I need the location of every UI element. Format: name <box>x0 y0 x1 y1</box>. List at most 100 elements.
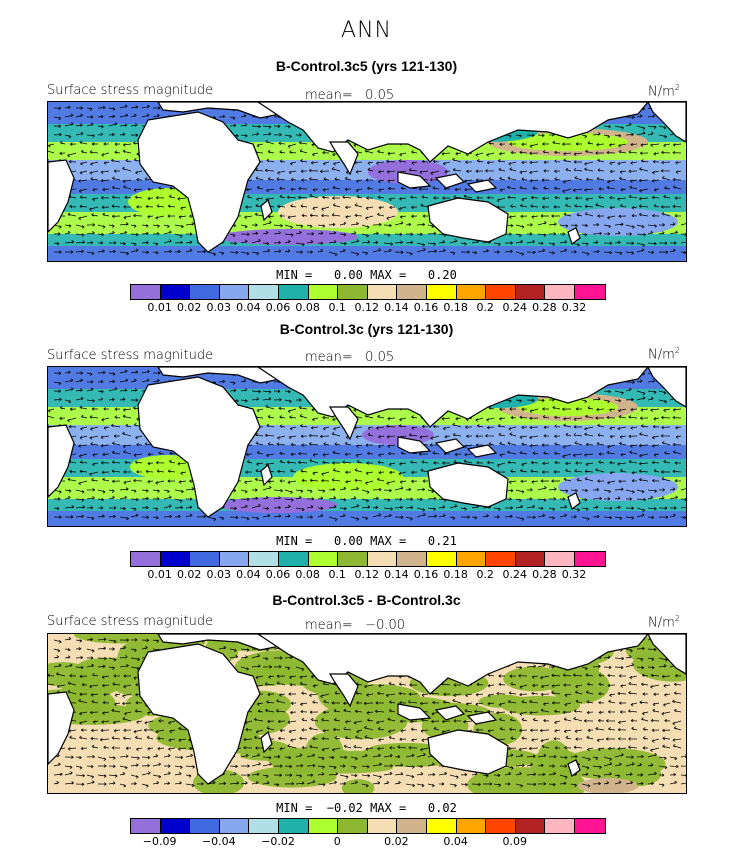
colorbar-swatch <box>219 552 250 566</box>
asia-landmass <box>256 102 649 163</box>
asia-landmass <box>256 634 649 695</box>
colorbar-swatch <box>338 285 368 299</box>
colorbar-tick-label: 0.03 <box>206 301 232 314</box>
colorbar-swatch <box>397 285 427 299</box>
new-zealand-landmass <box>567 227 581 245</box>
north-america-landmass <box>647 367 686 408</box>
panel-2-map <box>47 366 687 527</box>
units-exponent: 2 <box>674 346 680 355</box>
figure-title: ANN <box>341 18 392 43</box>
colorbar-tick-label: 0.2 <box>476 568 494 581</box>
south-america-landmass <box>48 159 75 233</box>
min-value: −0.02 <box>326 801 363 815</box>
panel-2-units: N/m2 <box>648 346 680 362</box>
colorbar-swatch <box>426 819 457 833</box>
panel-1-mean-label: mean= 0.05 <box>305 88 394 103</box>
max-label: MAX = <box>370 268 407 282</box>
max-value: 0.02 <box>427 801 457 815</box>
panel-3-colorbar-ticks: −0.09 −0.04 −0.02 0 0.02 0.04 0.09 <box>130 835 604 849</box>
panel-2-colorbar-ticks: 0.01 0.02 0.03 0.04 0.06 0.08 0.1 0.12 0.14 0.16 0… <box>130 568 604 582</box>
colorbar-swatch <box>190 552 220 566</box>
units-base: N/m <box>648 615 675 631</box>
colorbar-swatch <box>338 552 368 566</box>
south-america-landmass <box>48 424 75 498</box>
colorbar-tick-label: 0.01 <box>147 301 172 314</box>
india-landmass <box>328 406 359 441</box>
units-base: N/m <box>648 347 675 363</box>
colorbar-tick-label: 0.02 <box>384 835 409 848</box>
madagascar-landmass <box>260 730 273 754</box>
min-value: 0.00 <box>333 268 363 282</box>
colorbar-swatch <box>545 819 575 833</box>
colorbar-swatch <box>545 552 575 566</box>
panel-3-map <box>47 633 687 794</box>
indonesia-landmass <box>397 436 498 458</box>
colorbar-tick-label: 0.16 <box>413 301 439 314</box>
panel-3-variable-label: Surface stress magnitude <box>47 614 214 629</box>
colorbar-swatch <box>308 552 339 566</box>
panel-2-map-svg <box>48 367 686 526</box>
colorbar-swatch <box>190 819 220 833</box>
australia-landmass <box>427 729 509 775</box>
colorbar-swatch <box>249 552 279 566</box>
min-label: MIN = <box>276 534 313 548</box>
panel-3-map-svg <box>48 634 686 793</box>
colorbar-tick-label: 0.16 <box>413 568 439 581</box>
colorbar-swatch <box>131 552 161 566</box>
panel-1-colorbar-ticks: 0.01 0.02 0.03 0.04 0.06 0.08 0.1 0.12 0.14 0.16 0… <box>130 301 604 315</box>
india-landmass <box>328 141 359 176</box>
panel-2-colorbar <box>130 551 606 567</box>
colorbar-swatch <box>249 285 279 299</box>
colorbar-tick-label: 0.12 <box>354 568 380 581</box>
indonesia-landmass <box>397 703 498 725</box>
colorbar-swatch <box>278 819 309 833</box>
colorbar-swatch <box>545 285 575 299</box>
colorbar-tick-label: 0.28 <box>532 568 557 581</box>
colorbar-swatch <box>426 285 457 299</box>
panel-3-mean-label: mean= −0.00 <box>305 618 405 633</box>
colorbar-swatch <box>574 285 605 299</box>
mean-label-text: mean= <box>305 88 353 103</box>
colorbar-tick-label: −0.02 <box>261 835 295 848</box>
max-value: 0.20 <box>427 268 457 282</box>
panel-3-units: N/m2 <box>648 614 680 630</box>
colorbar-tick-label: 0.1 <box>328 568 346 581</box>
colorbar-swatch <box>515 285 546 299</box>
panel-1-map-svg <box>48 102 686 261</box>
colorbar-swatch <box>515 819 546 833</box>
colorbar-tick-label: 0.1 <box>328 301 346 314</box>
max-value: 0.21 <box>427 534 457 548</box>
colorbar-tick-label: 0.04 <box>236 568 261 581</box>
colorbar-swatch <box>367 819 398 833</box>
colorbar-tick-label: 0.18 <box>443 568 468 581</box>
colorbar-swatch <box>190 285 220 299</box>
colorbar-tick-label: 0.24 <box>502 301 528 314</box>
panel-3-title: B-Control.3c5 - B-Control.3c <box>272 592 461 608</box>
colorbar-swatch <box>219 819 250 833</box>
colorbar-swatch <box>397 552 427 566</box>
colorbar-swatch <box>160 819 191 833</box>
panel-1-colorbar <box>130 284 606 300</box>
colorbar-swatch <box>397 819 427 833</box>
colorbar-tick-label: 0.04 <box>443 835 468 848</box>
africa-landmass <box>137 643 261 785</box>
colorbar-swatch <box>160 285 191 299</box>
colorbar-tick-label: 0.32 <box>561 568 587 581</box>
colorbar-swatch <box>278 552 309 566</box>
asia-landmass <box>256 367 649 428</box>
colorbar-tick-label: 0.12 <box>354 301 380 314</box>
units-exponent: 2 <box>674 614 680 623</box>
colorbar-swatch <box>456 819 487 833</box>
colorbar-tick-label: 0.14 <box>384 568 409 581</box>
colorbar-swatch <box>456 552 487 566</box>
colorbar-swatch <box>574 819 605 833</box>
panel-2-minmax: MIN = 0.00 MAX = 0.21 <box>0 534 733 548</box>
africa-landmass <box>137 111 261 253</box>
south-america-landmass <box>48 691 75 765</box>
colorbar-swatch <box>367 552 398 566</box>
madagascar-landmass <box>260 198 273 222</box>
colorbar-tick-label: 0.18 <box>443 301 468 314</box>
panel-1-minmax: MIN = 0.00 MAX = 0.20 <box>0 268 733 282</box>
colorbar-tick-label: −0.04 <box>201 835 236 848</box>
indonesia-landmass <box>397 171 498 193</box>
